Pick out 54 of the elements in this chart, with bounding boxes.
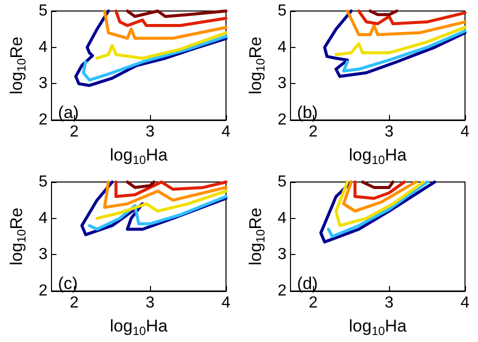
line-series	[114, 10, 228, 28]
y-tick-label: 3	[38, 75, 48, 92]
annotation: (d)	[297, 274, 318, 293]
line-series	[319, 180, 436, 244]
y-tick-label: 2	[38, 112, 48, 128]
y-tick-label: 2	[38, 282, 48, 300]
y-tick-label: 5	[38, 174, 48, 190]
x-tick-label: 4	[460, 294, 470, 312]
line-series	[103, 180, 228, 209]
y-axis-title: log10Re	[7, 208, 28, 266]
y-tick-label: 3	[278, 75, 287, 92]
line-series	[88, 195, 228, 231]
x-tick-label: 2	[70, 294, 79, 312]
line-series	[96, 31, 228, 60]
line-series	[114, 180, 228, 198]
line-series	[334, 26, 466, 56]
y-tick-label: 4	[278, 210, 287, 227]
line-series	[326, 180, 429, 238]
y-axis-title: log10Re	[7, 36, 28, 94]
line-series	[82, 34, 228, 82]
x-tick-label: 4	[222, 124, 231, 140]
line-series	[103, 10, 228, 40]
annotation: (b)	[297, 103, 318, 122]
y-tick-label: 2	[278, 282, 287, 300]
y-tick-label: 4	[38, 210, 48, 227]
y-tick-label: 3	[278, 246, 287, 264]
x-tick-label: 3	[146, 124, 155, 140]
y-tick-label: 5	[38, 2, 48, 20]
line-series	[342, 29, 466, 72]
x-tick-label: 2	[308, 124, 318, 140]
x-tick-label: 2	[308, 294, 318, 312]
y-tick-label: 5	[278, 174, 287, 190]
x-tick-label: 4	[222, 294, 231, 312]
x-tick-label: 4	[460, 124, 470, 140]
y-tick-label: 2	[278, 112, 287, 128]
line-series	[334, 180, 425, 228]
x-tick-label: 3	[384, 294, 394, 312]
line-series	[323, 10, 466, 78]
y-tick-label: 5	[278, 2, 287, 20]
y-tick-label: 4	[38, 38, 48, 56]
line-series	[74, 10, 228, 87]
line-series	[353, 180, 406, 200]
line-series	[357, 10, 466, 26]
x-tick-label: 3	[146, 294, 155, 312]
x-tick-label: 2	[70, 124, 79, 140]
line-series	[346, 10, 466, 36]
y-tick-label: 3	[38, 246, 48, 264]
y-tick-label: 4	[278, 38, 287, 56]
line-series	[342, 180, 418, 213]
y-axis-title: log10Re	[246, 36, 268, 94]
annotation: (a)	[58, 103, 79, 122]
y-axis-title: log10Re	[246, 208, 268, 266]
line-series	[96, 190, 228, 220]
x-tick-label: 3	[384, 124, 394, 140]
